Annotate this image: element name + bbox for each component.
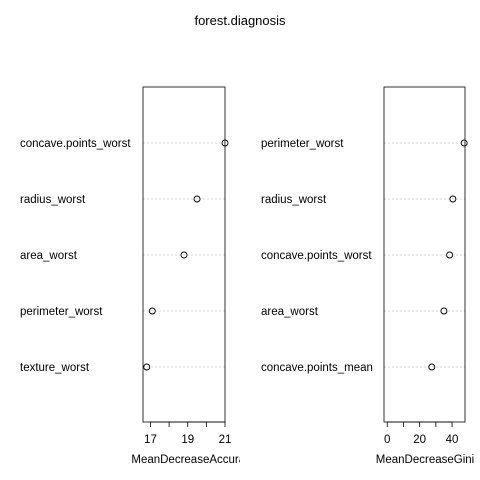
category-label: perimeter_worst <box>261 138 344 150</box>
category-label: radius_worst <box>261 194 327 206</box>
data-point <box>180 251 188 259</box>
x-tick-label: 20 <box>413 434 426 446</box>
category-label: area_worst <box>261 306 319 318</box>
x-axis-label: MeanDecreaseGini <box>376 454 474 466</box>
x-tick-label: 40 <box>446 434 459 446</box>
category-label: area_worst <box>20 250 78 262</box>
plot-frame <box>142 86 226 423</box>
data-point <box>193 195 201 203</box>
data-point <box>221 139 229 147</box>
category-label: radius_worst <box>20 194 86 206</box>
x-tick-label: 21 <box>219 434 232 446</box>
category-label: concave.points_worst <box>20 138 131 150</box>
category-label: perimeter_worst <box>20 306 103 318</box>
category-label: texture_worst <box>20 362 90 374</box>
panel-mean-decrease-accuracy: concave.points_worst radius_worst area_wor… <box>20 86 257 466</box>
category-label: concave.points_worst <box>261 250 372 262</box>
x-tick-label: 17 <box>144 434 157 446</box>
x-tick-label: 19 <box>181 434 194 446</box>
x-axis-label: MeanDecreaseAccuracy <box>131 454 257 466</box>
x-tick-label: 0 <box>384 434 390 446</box>
data-point <box>440 307 448 315</box>
data-point <box>428 363 436 371</box>
data-point <box>449 195 457 203</box>
data-point <box>446 251 454 259</box>
data-point <box>143 363 151 371</box>
data-point <box>148 307 156 315</box>
panel-mean-decrease-gini: perimeter_worst radius_worst concave.point… <box>261 86 474 466</box>
category-label: concave.points_mean <box>261 362 373 374</box>
chart-title: forest.diagnosis <box>194 13 286 28</box>
data-point <box>460 139 468 147</box>
